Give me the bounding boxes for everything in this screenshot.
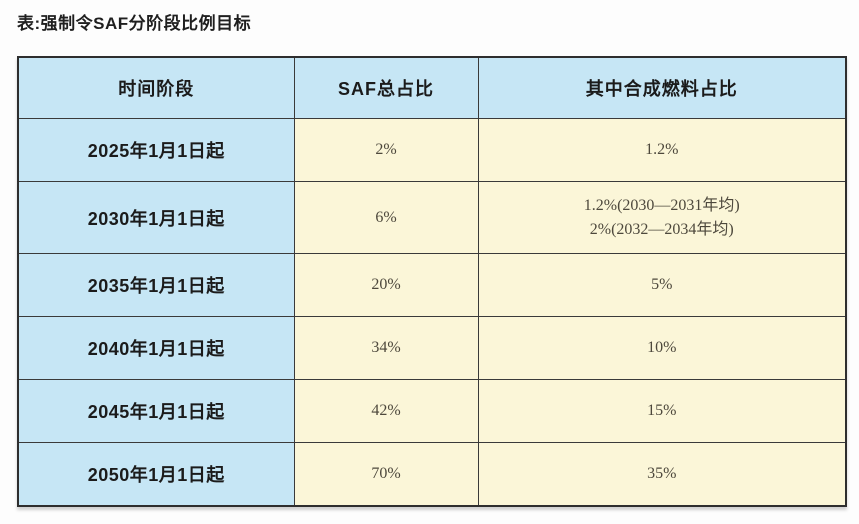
saf-total-cell: 42% [293,379,479,443]
header-row: 时间阶段 SAF总占比 其中合成燃料占比 [17,56,847,119]
synthetic-share-line-1: 1.2%(2030—2031年均) [583,196,740,214]
synthetic-share-cell: 1.2% [477,118,847,182]
synthetic-share-line-2: 2%(2032—2034年均) [589,220,734,238]
saf-total-cell: 34% [293,316,479,380]
period-cell: 2050年1月1日起 [17,442,295,506]
table-row: 2050年1月1日起 70% 35% [17,442,847,506]
column-header-synthetic: 其中合成燃料占比 [477,56,847,119]
synthetic-share-cell: 5% [477,253,847,317]
saf-total-cell: 2% [293,118,479,182]
table-row: 2030年1月1日起 6% 1.2%(2030—2031年均) 2%(2032—… [17,181,847,254]
period-cell: 2045年1月1日起 [17,379,295,443]
column-header-period: 时间阶段 [17,56,295,119]
saf-total-cell: 70% [293,442,479,506]
synthetic-share-cell: 10% [477,316,847,380]
period-cell: 2025年1月1日起 [17,118,295,182]
saf-total-cell: 6% [293,181,479,254]
column-header-saf-total: SAF总占比 [293,56,479,119]
period-cell: 2040年1月1日起 [17,316,295,380]
table-row: 2040年1月1日起 34% 10% [17,316,847,380]
table-row: 2045年1月1日起 42% 15% [17,379,847,443]
saf-total-cell: 20% [293,253,479,317]
saf-targets-table: 时间阶段 SAF总占比 其中合成燃料占比 2025年1月1日起 2% 1.2% … [17,56,847,507]
synthetic-share-cell: 1.2%(2030—2031年均) 2%(2032—2034年均) [477,181,847,254]
period-cell: 2030年1月1日起 [17,181,295,254]
period-cell: 2035年1月1日起 [17,253,295,317]
table-row: 2025年1月1日起 2% 1.2% [17,118,847,182]
synthetic-share-cell: 35% [477,442,847,506]
table-row: 2035年1月1日起 20% 5% [17,253,847,317]
table-caption: 表:强制令SAF分阶段比例目标 [17,14,252,33]
synthetic-share-cell: 15% [477,379,847,443]
